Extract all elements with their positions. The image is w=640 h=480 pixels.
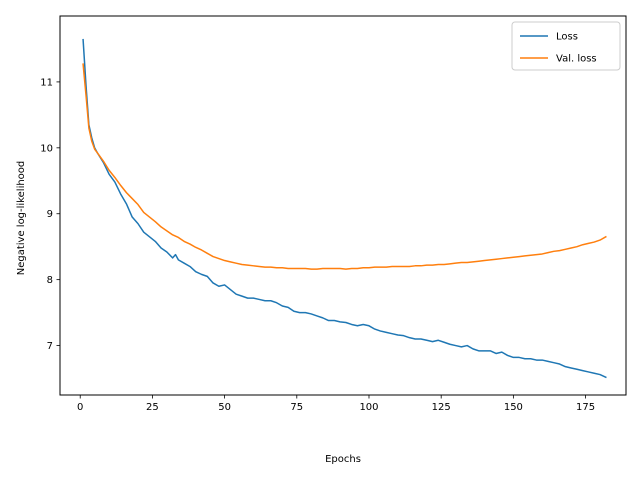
y-tick-label: 8 bbox=[47, 275, 53, 286]
y-tick-label: 9 bbox=[47, 209, 53, 220]
x-tick-label: 0 bbox=[77, 402, 83, 413]
x-tick-label: 125 bbox=[432, 402, 451, 413]
x-tick-label: 100 bbox=[359, 402, 378, 413]
legend-label: Loss bbox=[556, 32, 578, 43]
series-layer bbox=[82, 38, 607, 379]
x-tick-label: 75 bbox=[290, 402, 303, 413]
series-line-val-loss bbox=[82, 63, 607, 270]
y-tick-label: 7 bbox=[47, 341, 53, 352]
y-axis-ticks: 7 8 9 10 11 bbox=[40, 77, 60, 352]
x-tick-label: 175 bbox=[576, 402, 595, 413]
x-tick-label: 25 bbox=[146, 402, 159, 413]
y-tick-label: 10 bbox=[40, 143, 53, 154]
x-axis-ticks: 0 25 50 75 100 125 150 175 bbox=[77, 395, 595, 413]
x-tick-label: 150 bbox=[504, 402, 523, 413]
x-axis-label: Epochs bbox=[325, 454, 361, 465]
y-tick-label: 11 bbox=[40, 77, 53, 88]
y-axis-label: Negative log-likelihood bbox=[16, 161, 27, 276]
legend-label: Val. loss bbox=[556, 54, 597, 65]
legend: Loss Val. loss bbox=[511, 21, 621, 71]
x-tick-label: 50 bbox=[218, 402, 231, 413]
plot-frame bbox=[59, 15, 627, 396]
series-line-loss bbox=[82, 38, 607, 379]
